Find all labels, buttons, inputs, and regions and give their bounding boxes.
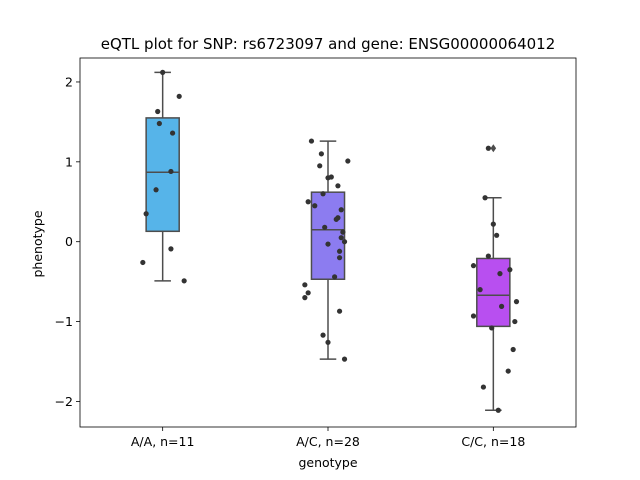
strip-points-2 (302, 138, 351, 362)
data-point (338, 235, 344, 241)
plot-area (79, 57, 577, 428)
data-point (513, 299, 520, 305)
data-point (499, 303, 505, 309)
y-tick-label: −1 (55, 314, 73, 329)
data-point (512, 318, 518, 325)
x-tick-label: A/C, n=28 (296, 434, 360, 449)
data-point (336, 255, 343, 261)
data-point (156, 120, 162, 127)
data-point (341, 239, 348, 245)
data-point (325, 175, 331, 181)
data-point (325, 241, 331, 247)
data-point (318, 151, 324, 157)
outlier-marker (490, 144, 497, 153)
data-point (505, 368, 511, 374)
strip-points-1 (140, 69, 187, 284)
x-tick-label: C/C, n=18 (461, 434, 525, 449)
data-point (168, 168, 174, 175)
data-point (312, 203, 318, 209)
data-point (302, 295, 308, 301)
data-point (336, 308, 343, 314)
y-tick-label: 2 (65, 74, 73, 89)
data-point (497, 271, 503, 277)
data-point (325, 339, 331, 345)
data-point (494, 232, 500, 238)
x-tick-label: A/A, n=11 (131, 434, 195, 449)
data-point (320, 332, 326, 338)
data-point (495, 407, 501, 413)
box-group-1 (145, 71, 180, 282)
data-point (332, 274, 338, 280)
data-point (485, 253, 491, 259)
data-point (510, 346, 516, 353)
data-point (333, 216, 339, 222)
data-point (176, 93, 182, 99)
data-point (470, 263, 477, 269)
y-tick-label: 0 (65, 234, 73, 249)
data-point (140, 259, 146, 266)
data-point (320, 191, 326, 197)
data-point (341, 356, 348, 362)
y-tick-label: −2 (55, 394, 73, 409)
x-axis: A/A, n=11 A/C, n=28 C/C, n=18 (131, 427, 525, 449)
data-point (507, 267, 513, 273)
y-axis: −2 −1 0 1 2 (55, 74, 80, 409)
data-point (169, 130, 176, 136)
x-axis-title: genotype (298, 455, 357, 470)
data-point (302, 282, 308, 288)
data-point (305, 290, 311, 296)
data-point (489, 325, 495, 331)
data-point (153, 187, 159, 193)
data-point (317, 163, 323, 169)
box-iqr (145, 117, 180, 233)
box-iqr (476, 257, 511, 328)
data-point (168, 246, 174, 252)
data-point (160, 69, 166, 75)
data-point (308, 138, 315, 144)
data-point (480, 384, 487, 390)
data-point (335, 183, 341, 189)
data-point (490, 221, 496, 227)
box-group-3 (476, 144, 511, 411)
data-point (322, 224, 328, 230)
data-point (155, 108, 161, 115)
y-tick-label: 1 (65, 154, 73, 169)
data-point (181, 278, 187, 284)
data-point (336, 248, 343, 254)
data-point (338, 207, 344, 213)
data-point (477, 287, 483, 293)
data-point (305, 199, 311, 205)
y-axis-title: phenotype (30, 210, 45, 277)
chart-title: eQTL plot for SNP: rs6723097 and gene: E… (101, 35, 556, 53)
data-point (143, 211, 149, 217)
data-point (470, 313, 477, 319)
data-point (485, 145, 491, 151)
data-point (482, 195, 488, 201)
data-point (340, 229, 346, 235)
strip-points-3 (470, 145, 520, 413)
data-point (345, 158, 351, 164)
